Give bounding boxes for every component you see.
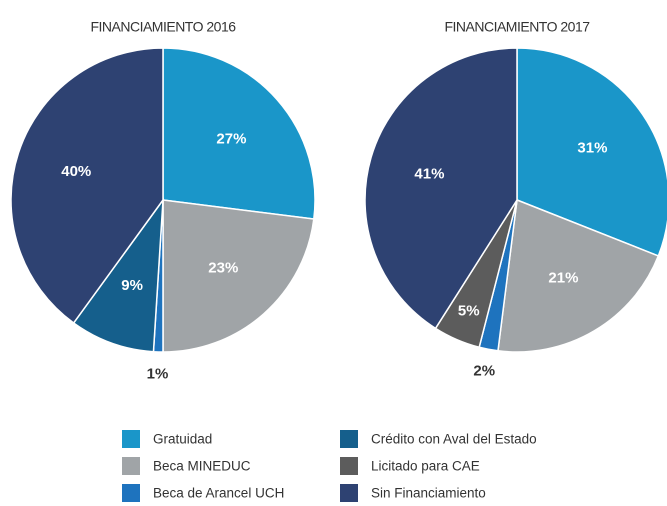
legend-swatch <box>122 430 140 448</box>
data-label: 27% <box>216 131 246 148</box>
legend-label: Sin Financiamiento <box>371 486 486 501</box>
data-label: 31% <box>577 140 607 157</box>
data-label: 1% <box>147 366 169 383</box>
pie-slice <box>162 47 316 220</box>
data-label: 5% <box>458 303 480 320</box>
pie-slice <box>72 197 164 353</box>
legend-swatch <box>340 457 358 475</box>
data-label: 21% <box>548 269 578 286</box>
data-label: 23% <box>208 259 238 276</box>
legend-label: Licitado para CAE <box>371 459 480 474</box>
legend-label: Beca de Arancel UCH <box>153 486 284 501</box>
legend-label: Gratuidad <box>153 432 212 447</box>
pie-slice <box>364 47 518 330</box>
data-label: 9% <box>121 277 143 294</box>
legend-swatch <box>340 430 358 448</box>
data-label: 41% <box>414 166 444 183</box>
pie-slice <box>10 47 164 325</box>
data-label: 40% <box>61 163 91 180</box>
chart-title: FINANCIAMIENTO 2016 <box>90 19 236 35</box>
data-label: 2% <box>473 363 495 380</box>
pie-slice <box>497 198 660 353</box>
legend-label: Beca MINEDUC <box>153 459 251 474</box>
legend-label: Crédito con Aval del Estado <box>371 432 537 447</box>
legend-swatch <box>340 484 358 502</box>
legend-swatch <box>122 457 140 475</box>
legend-swatch <box>122 484 140 502</box>
pie-slice <box>516 47 667 257</box>
pie-slice <box>162 199 315 353</box>
chart-title: FINANCIAMIENTO 2017 <box>444 19 590 35</box>
